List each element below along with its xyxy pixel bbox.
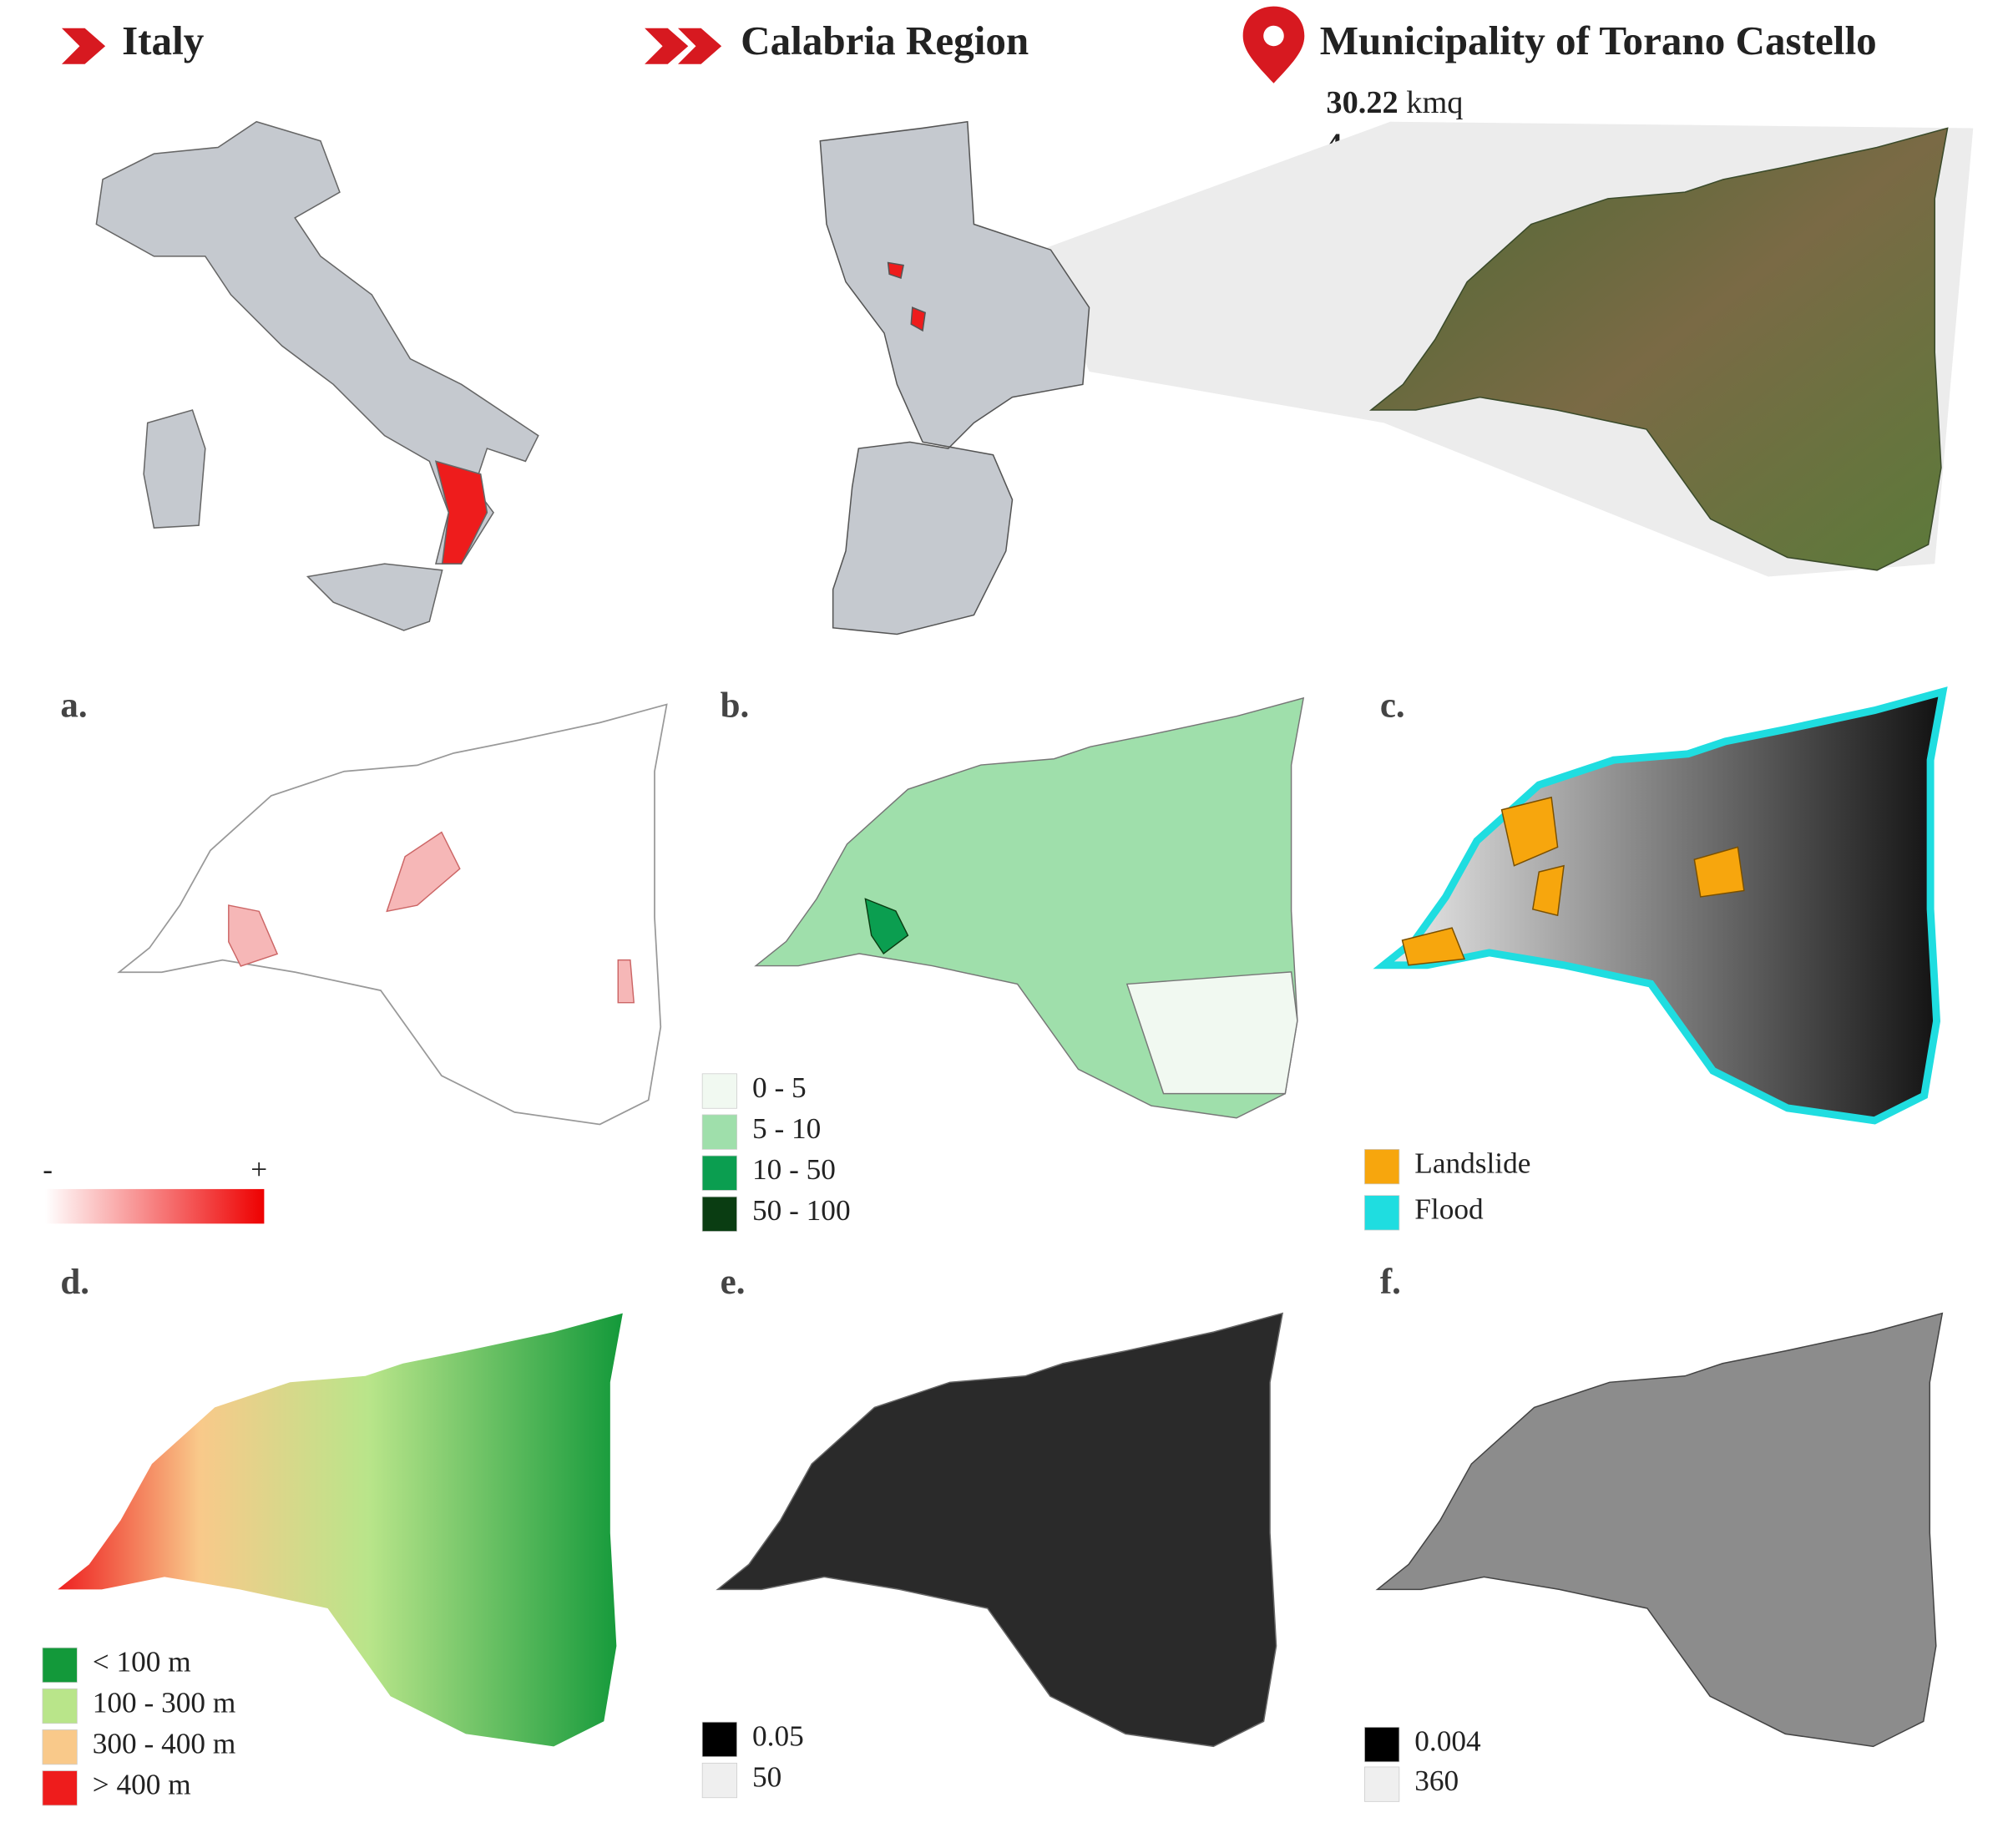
title-region: Calabria Region [741, 18, 1029, 63]
legend-swatch [42, 1647, 78, 1683]
panel-label: f. [1380, 1263, 1401, 1302]
panel-label: b. [721, 686, 750, 725]
legend-label: 0.05 [752, 1719, 804, 1752]
legend-label: 0 - 5 [752, 1071, 807, 1104]
panel-label: c. [1380, 686, 1405, 725]
legend-label: 300 - 400 m [93, 1727, 235, 1759]
legend-swatch [42, 1688, 78, 1724]
panel-label: d. [60, 1263, 89, 1302]
legend-label: < 100 m [93, 1645, 191, 1678]
legend-label: 360 [1414, 1764, 1459, 1797]
legend-swatch [701, 1762, 737, 1799]
legend-swatch [1364, 1148, 1400, 1185]
legend-label: 50 [752, 1760, 781, 1793]
title-italy: Italy [122, 18, 205, 63]
chevron-icon [61, 28, 106, 64]
map-a [118, 703, 668, 1126]
italy-map [95, 120, 539, 631]
gradient-bar [45, 1188, 265, 1224]
gradient-min: - [43, 1153, 53, 1186]
legend-swatch [1364, 1195, 1400, 1231]
legend-swatch [701, 1155, 737, 1191]
map-b [755, 697, 1304, 1119]
legend-label: Flood [1414, 1193, 1484, 1226]
gradient-max: + [250, 1153, 267, 1186]
legend-swatch [701, 1196, 737, 1232]
area-info: 30.22 kmq [1326, 85, 1463, 120]
legend-swatch [1364, 1726, 1400, 1763]
area-value: 30.22 [1326, 85, 1398, 120]
legend-swatch [42, 1729, 78, 1765]
legend-swatch [701, 1721, 737, 1758]
legend-swatch [701, 1073, 737, 1109]
legend-label: 100 - 300 m [93, 1686, 235, 1719]
panel-label: e. [721, 1263, 746, 1302]
legend-label: Landslide [1414, 1147, 1530, 1179]
legend-label: 0.004 [1414, 1724, 1481, 1757]
legend-label: 5 - 10 [752, 1112, 821, 1145]
title-municipality: Municipality of Torano Castello [1320, 18, 1877, 63]
map-d [58, 1313, 623, 1747]
legend-swatch [701, 1114, 737, 1150]
legend-swatch [42, 1770, 78, 1806]
legend-swatch [1364, 1766, 1400, 1802]
legend-label: 50 - 100 [752, 1194, 851, 1227]
pin-hole [1263, 25, 1284, 47]
chevron-icon [645, 28, 722, 64]
map-f [1376, 1312, 1944, 1748]
panel-label: a. [60, 686, 87, 725]
legend-label: > 400 m [93, 1769, 191, 1801]
map-e [716, 1312, 1283, 1748]
map-c [1383, 691, 1943, 1120]
area-unit: kmq [1406, 85, 1463, 120]
legend-label: 10 - 50 [752, 1153, 836, 1186]
calabria-map [819, 120, 1090, 635]
